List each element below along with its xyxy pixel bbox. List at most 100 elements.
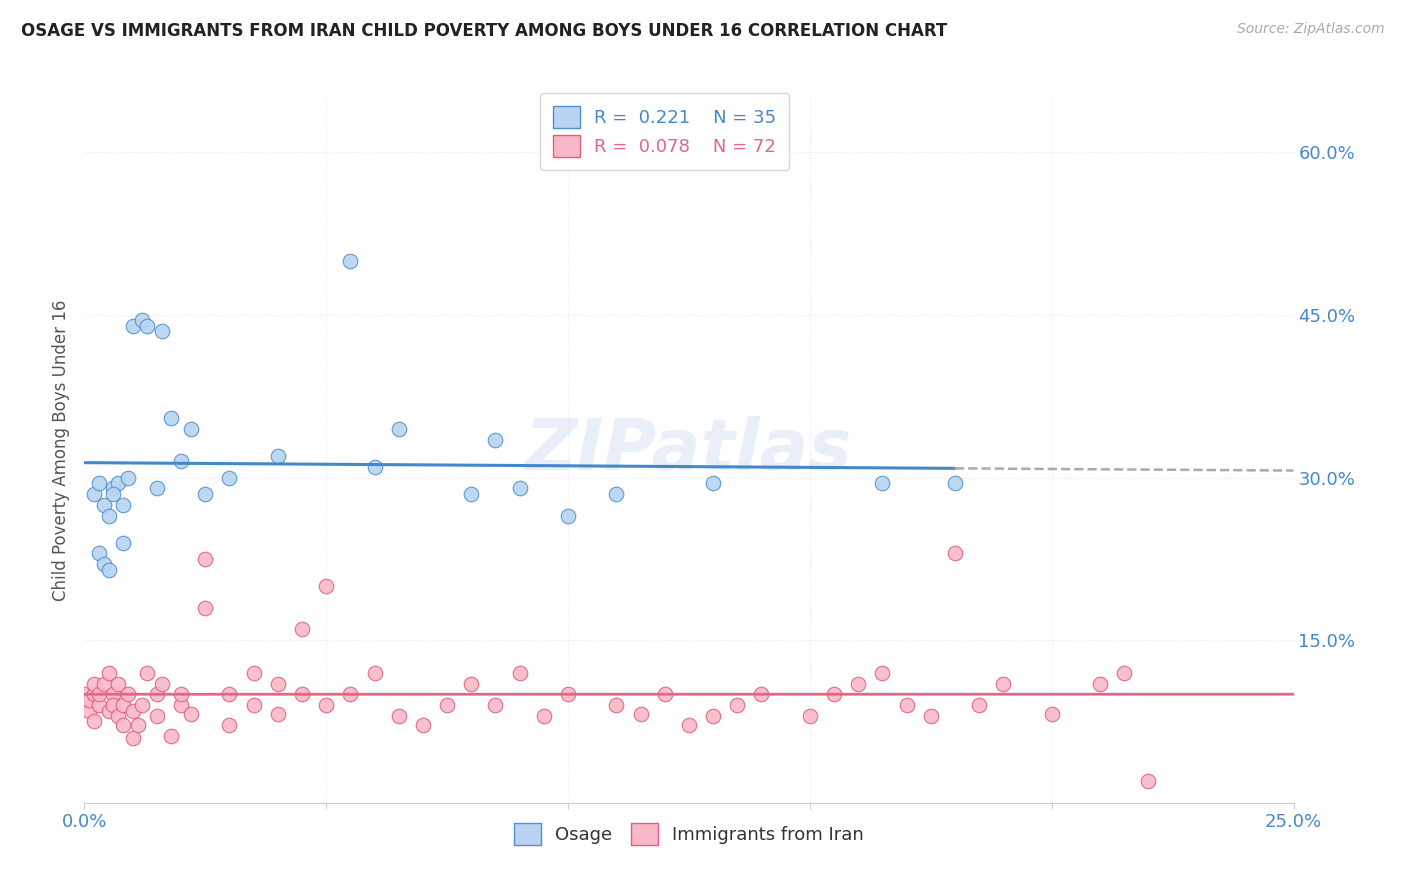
Point (93, 498, 115, 512)
Point (83, 676, 105, 690)
Point (97, 704, 120, 718)
Point (654, 687, 676, 701)
Point (117, 470, 139, 484)
Point (136, 665, 159, 680)
Point (87, 546, 110, 560)
Point (112, 698, 135, 713)
Point (180, 422, 202, 436)
Legend: Osage, Immigrants from Iran: Osage, Immigrants from Iran (505, 814, 873, 854)
Point (150, 324, 173, 338)
Point (605, 698, 627, 713)
Point (702, 709, 724, 723)
Point (388, 422, 411, 436)
Point (557, 687, 579, 701)
Point (103, 687, 125, 701)
Text: Source: ZipAtlas.com: Source: ZipAtlas.com (1237, 22, 1385, 37)
Point (291, 687, 314, 701)
Point (943, 546, 966, 560)
Point (131, 313, 153, 327)
Point (93, 676, 115, 690)
Point (678, 717, 700, 731)
Point (146, 482, 169, 496)
Point (339, 253, 361, 268)
Point (160, 411, 183, 425)
Point (1114, 665, 1136, 680)
Point (267, 706, 290, 721)
Point (388, 709, 411, 723)
Point (93, 558, 115, 572)
Point (242, 698, 264, 713)
Point (363, 665, 385, 680)
Point (136, 318, 159, 333)
Point (103, 487, 125, 501)
Point (267, 676, 290, 690)
Point (97, 665, 120, 680)
Point (751, 687, 773, 701)
Point (107, 676, 129, 690)
Point (993, 676, 1015, 690)
Point (291, 623, 314, 637)
Point (846, 676, 869, 690)
Point (412, 717, 434, 731)
Point (315, 579, 337, 593)
Point (315, 698, 337, 713)
Point (872, 475, 894, 490)
Point (150, 676, 173, 690)
Point (725, 698, 748, 713)
Point (73, 687, 96, 701)
Point (436, 698, 458, 713)
Point (1040, 706, 1063, 721)
Point (103, 482, 125, 496)
Point (83, 714, 105, 729)
Point (170, 454, 193, 468)
Point (218, 687, 240, 701)
Point (484, 433, 506, 447)
Point (112, 535, 135, 549)
Point (339, 687, 361, 701)
Point (180, 706, 202, 721)
Point (363, 459, 385, 474)
Point (112, 717, 135, 731)
Point (605, 487, 627, 501)
Point (630, 706, 652, 721)
Point (823, 687, 845, 701)
Point (160, 729, 183, 743)
Point (218, 470, 240, 484)
Point (83, 487, 105, 501)
Point (967, 698, 990, 713)
Point (121, 704, 143, 718)
Point (533, 709, 555, 723)
Point (943, 475, 966, 490)
Point (87, 687, 110, 701)
Point (77, 704, 100, 718)
Point (103, 698, 125, 713)
Point (77, 693, 100, 707)
Point (83, 687, 105, 701)
Point (799, 709, 821, 723)
Point (1088, 676, 1111, 690)
Point (87, 475, 110, 490)
Point (920, 709, 942, 723)
Point (112, 498, 135, 512)
Point (896, 698, 918, 713)
Point (146, 709, 169, 723)
Point (194, 487, 217, 501)
Point (194, 552, 217, 566)
Point (146, 687, 169, 701)
Point (127, 717, 149, 731)
Point (170, 698, 193, 713)
Point (121, 318, 143, 333)
Point (107, 475, 129, 490)
Point (131, 698, 153, 713)
Point (1137, 774, 1160, 789)
Point (87, 698, 110, 713)
Point (121, 731, 143, 745)
Point (509, 665, 531, 680)
Point (509, 482, 531, 496)
Text: OSAGE VS IMMIGRANTS FROM IRAN CHILD POVERTY AMONG BOYS UNDER 16 CORRELATION CHAR: OSAGE VS IMMIGRANTS FROM IRAN CHILD POVE… (21, 22, 948, 40)
Point (242, 665, 264, 680)
Point (702, 475, 724, 490)
Point (460, 676, 482, 690)
Point (872, 665, 894, 680)
Point (484, 698, 506, 713)
